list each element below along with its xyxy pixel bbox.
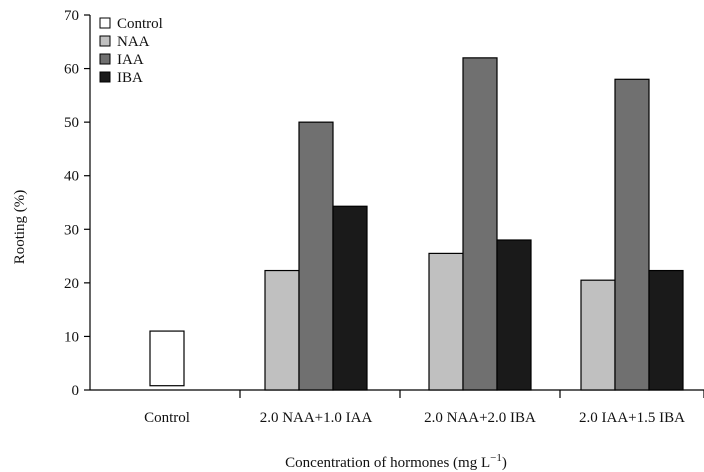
y-tick-label: 40 bbox=[64, 169, 79, 185]
legend-label-iaa: IAA bbox=[117, 52, 144, 68]
y-tick-label: 20 bbox=[64, 276, 79, 292]
y-tick-label: 30 bbox=[64, 222, 79, 238]
x-axis-title: Concentration of hormones (mg L−1) bbox=[285, 452, 507, 471]
bar-iaa-2 bbox=[298, 121, 334, 391]
bar-iba-2 bbox=[332, 205, 368, 391]
ticks: 0 10 20 30 40 50 60 70 Control 2.0 NAA+1.0 IAA 2.0… bbox=[64, 8, 704, 426]
legend-swatch-control bbox=[99, 17, 111, 29]
bar-iaa-4 bbox=[614, 78, 650, 391]
bar-naa-2 bbox=[264, 269, 300, 391]
bar-naa-4 bbox=[580, 279, 616, 391]
y-tick-label: 60 bbox=[64, 62, 79, 78]
bar-iba-4 bbox=[648, 269, 684, 391]
bars bbox=[149, 57, 684, 391]
x-tick-label: 2.0 NAA+1.0 IAA bbox=[260, 410, 373, 426]
legend: Control NAA IAA IBA bbox=[99, 16, 163, 86]
y-axis-title: Rooting (%) bbox=[12, 190, 28, 265]
bar-naa-3 bbox=[428, 252, 464, 391]
legend-swatch-iaa bbox=[99, 53, 111, 65]
legend-label-iba: IBA bbox=[117, 70, 143, 86]
x-tick-label: 2.0 IAA+1.5 IBA bbox=[579, 410, 685, 426]
y-tick-label: 50 bbox=[64, 115, 79, 131]
bar-iba-3 bbox=[496, 239, 532, 391]
y-tick-label: 70 bbox=[64, 8, 79, 24]
y-tick-label: 0 bbox=[72, 383, 80, 399]
legend-swatch-naa bbox=[99, 35, 111, 47]
x-tick-label: 2.0 NAA+2.0 IBA bbox=[424, 410, 536, 426]
x-tick-label: Control bbox=[144, 410, 190, 426]
bar-control-1 bbox=[149, 330, 185, 387]
legend-label-control: Control bbox=[117, 16, 163, 32]
legend-swatch-iba bbox=[99, 71, 111, 83]
y-tick-label: 10 bbox=[64, 329, 79, 345]
bar-iaa-3 bbox=[462, 57, 498, 391]
legend-label-naa: NAA bbox=[117, 34, 150, 50]
